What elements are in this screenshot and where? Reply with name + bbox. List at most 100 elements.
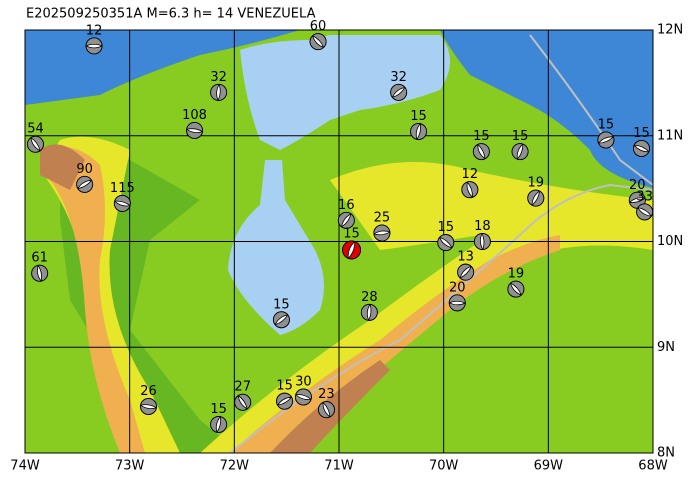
depth-label: 18 bbox=[474, 219, 491, 234]
map-frame bbox=[24, 29, 654, 454]
beachball bbox=[26, 135, 44, 153]
beachball-quadrant bbox=[113, 195, 131, 212]
lon-label: 68W bbox=[638, 459, 668, 474]
beachball bbox=[76, 175, 94, 193]
beachball-quadrant bbox=[597, 131, 615, 149]
beachball bbox=[186, 121, 204, 139]
beachball-quadrant bbox=[31, 264, 49, 282]
depth-label: 12 bbox=[86, 23, 103, 38]
depth-label: 15 bbox=[343, 226, 360, 241]
lat-label: 9N bbox=[657, 340, 675, 355]
beachball-quadrant bbox=[295, 388, 312, 406]
depth-label: 15 bbox=[210, 402, 227, 417]
depth-label: 13 bbox=[457, 250, 474, 265]
depth-label: 54 bbox=[27, 122, 44, 137]
beachball bbox=[342, 240, 362, 260]
beachball-quadrant bbox=[337, 211, 355, 229]
depth-label: 15 bbox=[598, 117, 615, 132]
depth-label: 61 bbox=[31, 251, 48, 266]
beachball bbox=[337, 211, 355, 229]
beachball bbox=[632, 139, 650, 157]
lon-label: 74W bbox=[10, 459, 40, 474]
beachball-quadrant bbox=[457, 263, 475, 281]
beachball-quadrant bbox=[210, 416, 227, 433]
beachball-quadrant bbox=[390, 84, 407, 101]
beachball bbox=[461, 181, 479, 199]
beachball-quadrant bbox=[511, 143, 529, 160]
beachball-quadrant bbox=[472, 143, 490, 160]
depth-label: 15 bbox=[410, 109, 427, 124]
beachball bbox=[507, 280, 525, 298]
depth-label: 115 bbox=[110, 181, 135, 196]
lat-label: 10N bbox=[657, 234, 683, 249]
depth-label: 12 bbox=[462, 167, 479, 182]
beachball bbox=[85, 37, 103, 55]
depth-label: 15 bbox=[276, 379, 293, 394]
depth-label: 32 bbox=[210, 70, 227, 85]
beachball bbox=[437, 234, 455, 252]
lat-label: 12N bbox=[657, 23, 683, 38]
lat-label: 8N bbox=[657, 446, 675, 461]
beachball-quadrant bbox=[636, 203, 654, 221]
beachball bbox=[360, 303, 378, 321]
beachball-quadrant bbox=[140, 398, 157, 415]
depth-label: 15 bbox=[437, 220, 454, 235]
depth-label: 15 bbox=[273, 297, 290, 312]
beachball bbox=[234, 393, 252, 411]
lon-label: 73W bbox=[115, 459, 145, 474]
beachball bbox=[272, 311, 290, 329]
beachball-quadrant bbox=[360, 303, 378, 321]
lon-label: 71W bbox=[324, 459, 354, 474]
beachball-quadrant bbox=[210, 83, 227, 101]
depth-label: 33 bbox=[636, 189, 653, 204]
beachball-quadrant bbox=[437, 234, 455, 251]
depth-label: 15 bbox=[473, 129, 490, 144]
depth-label: 19 bbox=[527, 176, 544, 191]
beachball-quadrant bbox=[234, 393, 251, 411]
depth-label: 108 bbox=[182, 108, 207, 123]
depth-label: 60 bbox=[310, 19, 327, 34]
beachball bbox=[309, 33, 327, 51]
beachball-quadrant bbox=[461, 181, 479, 199]
beachball bbox=[410, 123, 428, 141]
depth-label: 20 bbox=[629, 178, 646, 193]
depth-label: 28 bbox=[361, 290, 378, 305]
beachball-quadrant bbox=[633, 140, 650, 157]
beachball-quadrant bbox=[186, 122, 203, 139]
depth-label: 15 bbox=[512, 129, 529, 144]
beachball-quadrant bbox=[76, 176, 94, 193]
beachball bbox=[597, 131, 615, 149]
beachball-quadrant bbox=[448, 294, 466, 312]
beachball bbox=[390, 83, 408, 101]
depth-label: 32 bbox=[390, 70, 407, 85]
beachball bbox=[472, 143, 490, 161]
lon-label: 70W bbox=[429, 459, 459, 474]
beachball bbox=[473, 233, 491, 250]
beachball bbox=[317, 401, 335, 419]
depth-label: 25 bbox=[374, 211, 391, 226]
beachball-quadrant bbox=[342, 240, 361, 260]
title: E202509250351A M=6.3 h= 14 VENEZUELA bbox=[26, 7, 316, 22]
beachball-quadrant bbox=[276, 392, 293, 410]
beachball bbox=[511, 143, 529, 161]
beachball-quadrant bbox=[318, 401, 335, 418]
beachball-quadrant bbox=[474, 233, 491, 250]
beachball-quadrant bbox=[309, 33, 327, 50]
beachball-quadrant bbox=[527, 189, 545, 207]
lon-label: 72W bbox=[220, 459, 250, 474]
depth-label: 19 bbox=[508, 267, 525, 282]
beachball bbox=[373, 224, 391, 242]
beachball bbox=[113, 194, 131, 212]
beachball bbox=[140, 397, 158, 415]
depth-label: 15 bbox=[633, 126, 650, 141]
beachball bbox=[210, 83, 228, 101]
beachball bbox=[210, 415, 228, 433]
depth-label: 23 bbox=[318, 387, 335, 402]
depth-label: 26 bbox=[140, 384, 157, 399]
lon-label: 69W bbox=[534, 459, 564, 474]
depth-label: 90 bbox=[76, 162, 93, 177]
beachball bbox=[448, 294, 466, 312]
beachball bbox=[457, 263, 475, 281]
